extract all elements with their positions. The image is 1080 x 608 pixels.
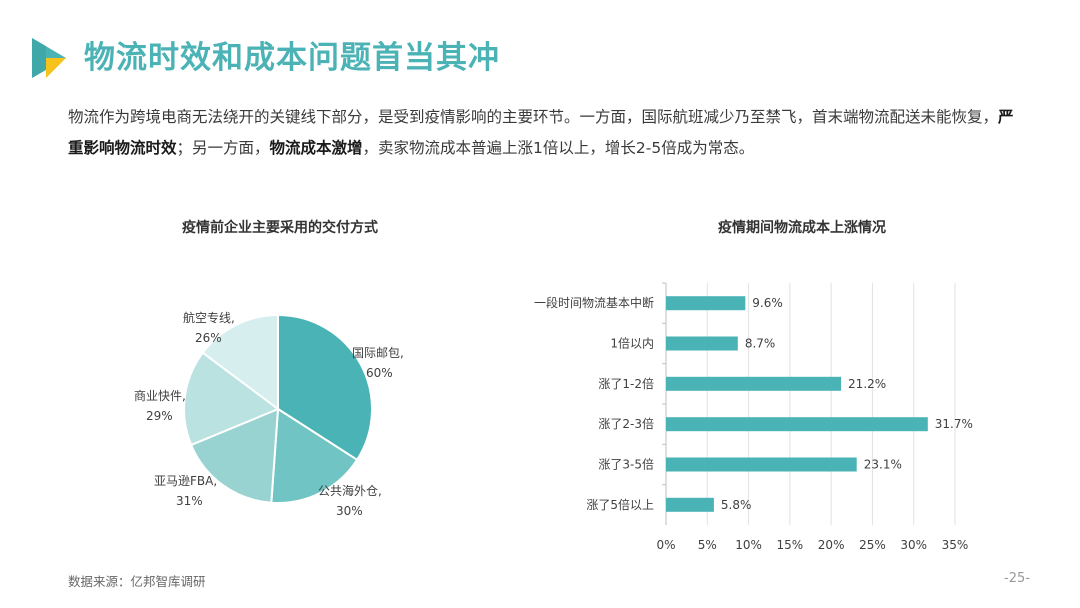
pie-chart-title: 疫情前企业主要采用的交付方式 (182, 220, 378, 236)
pie-slice-value: 30% (336, 504, 363, 518)
pie-slice-label: 国际邮包, (352, 346, 404, 360)
x-tick-label: 10% (735, 538, 762, 552)
x-tick-label: 35% (942, 538, 969, 552)
pie-slice-label: 亚马逊FBA, (154, 474, 217, 488)
pie-slice (189, 407, 280, 504)
bar-value-label: 31.7% (935, 417, 973, 431)
description-text-1: 物流作为跨境电商无法绕开的关键线下部分，是受到疫情影响的主要环节。一方面，国际航… (68, 108, 999, 126)
x-tick-label: 20% (818, 538, 845, 552)
page-title: 物流时效和成本问题首当其冲 (84, 40, 500, 76)
description-text-2: ；另一方面， (176, 139, 270, 157)
x-tick-label: 15% (777, 538, 804, 552)
bar-value-label: 23.1% (864, 458, 902, 472)
description-paragraph: 物流作为跨境电商无法绕开的关键线下部分，是受到疫情影响的主要环节。一方面，国际航… (68, 102, 1028, 164)
bar (666, 336, 738, 351)
x-tick-label: 0% (656, 538, 675, 552)
bar (666, 417, 928, 432)
pie-slice-label: 公共海外仓, (318, 483, 382, 498)
pie-slice-value: 60% (366, 366, 393, 380)
x-tick-label: 25% (859, 538, 886, 552)
category-label: 涨了3-5倍 (598, 457, 654, 472)
description-text-3: ，卖家物流成本普遍上涨1倍以上，增长2-5倍成为常态。 (362, 139, 755, 157)
bar-chart-title: 疫情期间物流成本上涨情况 (718, 220, 886, 236)
x-tick-label: 5% (698, 538, 717, 552)
description-bold-1: 严重影响物流时效 (68, 108, 1014, 157)
pie-slice-value: 31% (176, 494, 203, 508)
bar-value-label: 5.8% (721, 498, 752, 512)
pie-slice-label: 商业快件, (134, 388, 186, 403)
bar-value-label: 8.7% (745, 337, 776, 351)
bar-value-label: 9.6% (752, 296, 783, 310)
pie-slice-value: 29% (146, 409, 173, 423)
pie-slice-label: 航空专线, (183, 310, 235, 325)
description-bold-2: 物流成本激增 (269, 139, 363, 157)
bar (666, 296, 746, 311)
bar-value-label: 21.2% (848, 377, 886, 391)
pie-chart: 国际邮包, 60% 公共海外仓, 30% 亚马逊FBA, 31% 商业快件, 29% 航空专线,… (134, 310, 404, 518)
category-label: 涨了1-2倍 (598, 376, 654, 391)
page-number: -25- (1004, 571, 1030, 586)
pie-slice (201, 313, 279, 411)
play-logo-icon (32, 38, 66, 78)
bar-chart: 0% 5% 10% 15% 20% 25% 30% 35% 一段时间物流基本中断 9.6% 1倍以内… (534, 282, 973, 552)
bar (666, 457, 857, 472)
pie-slice (183, 351, 281, 447)
category-label: 涨了5倍以上 (586, 497, 654, 512)
bar (666, 376, 842, 391)
bar (666, 497, 714, 512)
pie-slice (270, 407, 359, 504)
pie-slice-value: 26% (195, 331, 222, 345)
category-label: 一段时间物流基本中断 (534, 295, 654, 310)
data-source-note: 数据来源：亿邦智库调研 (68, 574, 206, 589)
category-label: 1倍以内 (610, 336, 654, 351)
category-label: 涨了2-3倍 (598, 416, 654, 431)
x-tick-label: 30% (900, 538, 927, 552)
